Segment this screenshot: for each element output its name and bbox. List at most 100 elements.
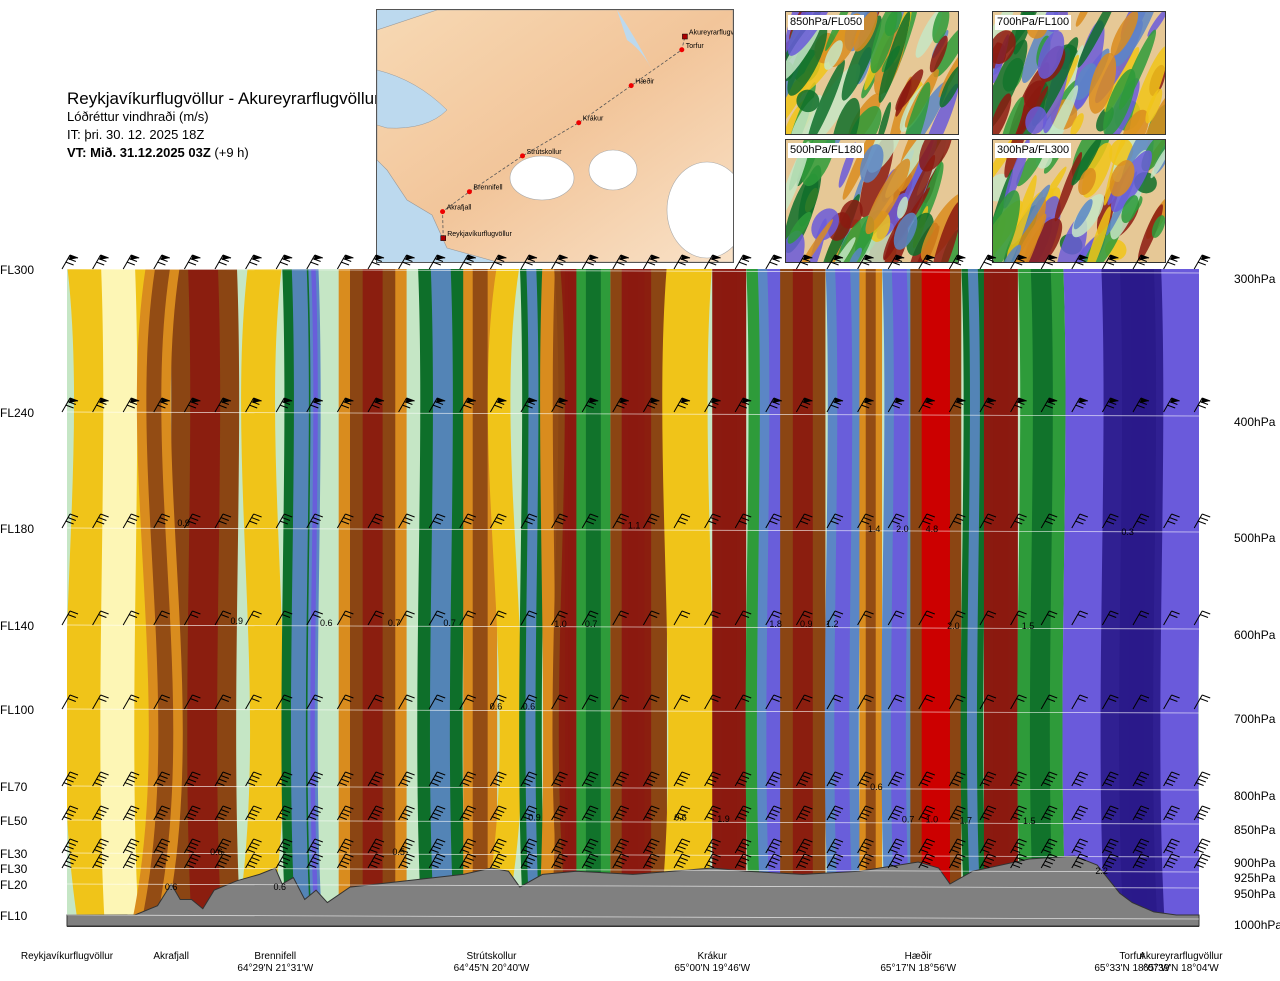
- wind-barb: [551, 513, 568, 529]
- wind-barb: [428, 513, 446, 529]
- flight-level-label: FL20: [0, 878, 28, 892]
- velocity-band: [100, 269, 139, 926]
- wind-barb: [1071, 694, 1088, 710]
- pressure-label: 300hPa: [1234, 272, 1276, 286]
- value-label: 0.6: [320, 618, 333, 628]
- wind-barb: [1101, 610, 1119, 626]
- wind-barb: [61, 610, 79, 626]
- wind-barb: [795, 838, 813, 854]
- wind-barb: [642, 838, 660, 854]
- wind-barb: [122, 397, 140, 413]
- wind-barb: [459, 397, 476, 413]
- value-label: 0.6: [274, 882, 287, 892]
- wind-barb: [183, 838, 201, 854]
- wind-barb: [1071, 771, 1088, 787]
- inset-map-700[interactable]: 700hPa/FL100: [992, 11, 1166, 135]
- wind-barb: [1040, 805, 1058, 821]
- glacier-langjokull: [509, 155, 575, 201]
- wind-barb: [1010, 838, 1027, 854]
- wind-barb: [887, 853, 905, 869]
- wind-barb: [183, 694, 201, 710]
- wind-barb: [1010, 853, 1027, 869]
- pressure-line: [66, 411, 1200, 417]
- wind-barb: [642, 513, 660, 529]
- wind-barb: [1193, 610, 1211, 626]
- flight-level-label: FL10: [0, 909, 28, 923]
- wind-barb: [673, 397, 691, 413]
- pressure-label: 1000hPa: [1234, 918, 1280, 932]
- wind-barb: [428, 853, 446, 869]
- value-label: 0.7: [443, 618, 456, 628]
- wind-barb: [1132, 838, 1150, 854]
- wind-barb: [520, 513, 538, 529]
- wind-barb: [214, 513, 232, 529]
- wind-barb: [459, 254, 476, 270]
- route-map: Reykjavíkurflugvöllur Akrafjall Brennifell…: [376, 9, 734, 263]
- inset-map-850[interactable]: 850hPa/FL050: [785, 11, 959, 135]
- waypoint-name: Akureyrarflugvöllur: [1139, 951, 1223, 962]
- wind-barb: [673, 805, 691, 821]
- wind-barbs: [61, 254, 1211, 869]
- map-waypoint-label: Reykjavíkurflugvöllur: [447, 231, 512, 238]
- wind-barb: [367, 254, 385, 270]
- wind-barb: [183, 853, 201, 869]
- wind-barb: [1163, 838, 1180, 854]
- wind-barb: [1132, 771, 1150, 787]
- wind-barb: [92, 853, 109, 869]
- wind-barb: [673, 610, 691, 626]
- wind-barb: [367, 397, 385, 413]
- wind-barb: [336, 694, 354, 710]
- wind-barb: [857, 513, 874, 529]
- velocity-band: [481, 269, 523, 926]
- wind-barb: [979, 513, 997, 529]
- wind-barb: [551, 805, 568, 821]
- wind-barb: [734, 853, 752, 869]
- wind-barb: [398, 771, 415, 787]
- wind-barb: [245, 838, 262, 854]
- wind-barb: [795, 853, 813, 869]
- wind-barb: [979, 771, 997, 787]
- wind-barb: [275, 397, 293, 413]
- wind-barb: [336, 254, 354, 270]
- value-labels: 0.9 1.1 1.4 2.0 4.8 0.3 0.9 0.6 0.7 0.7 1.0 0.7 1.8 0…: [165, 518, 1134, 892]
- inset-label-700: 700hPa/FL100: [995, 15, 1072, 30]
- inset-map-300[interactable]: 300hPa/FL300: [992, 139, 1166, 263]
- wind-barb: [520, 853, 538, 869]
- pressure-label: 900hPa: [1234, 856, 1276, 870]
- issue-time: IT: þri. 30. 12. 2025 18Z: [67, 127, 205, 142]
- velocity-core: [362, 269, 383, 926]
- wind-barb: [183, 610, 201, 626]
- wind-barb: [1132, 397, 1150, 413]
- velocity-core: [525, 269, 540, 926]
- wind-barb: [1132, 694, 1150, 710]
- wind-barb: [704, 805, 721, 821]
- wind-barb: [673, 838, 691, 854]
- wind-barb: [214, 254, 232, 270]
- wind-barb: [398, 838, 415, 854]
- waypoint-label: Reykjavíkurflugvöllur: [0, 951, 137, 963]
- velocity-core: [890, 269, 911, 926]
- pressure-line: [66, 852, 1200, 858]
- pressure-line: [66, 624, 1200, 630]
- terrain-profile: [66, 855, 1200, 927]
- wind-barb: [1040, 771, 1058, 787]
- wind-barb: [704, 853, 721, 869]
- wind-barb: [673, 694, 691, 710]
- value-label: 2.0: [947, 621, 960, 631]
- wind-barb: [1071, 838, 1088, 854]
- wind-barb: [122, 694, 140, 710]
- wind-barb: [398, 513, 415, 529]
- wind-barb: [642, 254, 660, 270]
- pressure-label: 950hPa: [1234, 887, 1276, 901]
- wind-barb: [1101, 513, 1119, 529]
- wind-barb: [306, 694, 323, 710]
- wind-barb: [857, 771, 874, 787]
- wind-barb: [183, 254, 201, 270]
- wind-barb: [918, 254, 935, 270]
- wind-barb: [245, 397, 262, 413]
- wind-barb: [1163, 254, 1180, 270]
- inset-map-500[interactable]: 500hPa/FL180: [785, 139, 959, 263]
- wind-barb: [459, 694, 476, 710]
- wind-barb: [642, 694, 660, 710]
